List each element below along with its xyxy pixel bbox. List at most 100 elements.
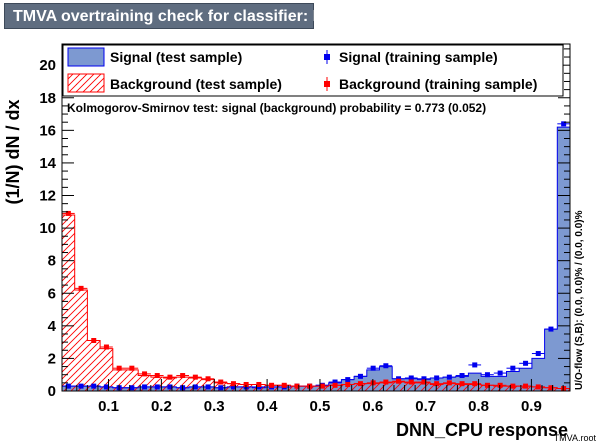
background-train-point bbox=[472, 381, 478, 387]
y-tick-label: 2 bbox=[48, 350, 56, 367]
signal-train-point bbox=[154, 384, 160, 390]
x-tick-label: 0.8 bbox=[468, 398, 489, 415]
legend-marker-background-train bbox=[324, 81, 330, 87]
y-tick-label: 6 bbox=[48, 285, 56, 302]
background-train-point bbox=[167, 374, 173, 380]
signal-train-point bbox=[510, 365, 516, 371]
background-train-point bbox=[319, 383, 325, 389]
background-train-point bbox=[357, 381, 363, 387]
y-tick-label: 0 bbox=[48, 383, 56, 400]
background-train-point bbox=[561, 386, 567, 392]
legend-label-background-test: Background (test sample) bbox=[110, 76, 282, 92]
background-train-point bbox=[523, 383, 529, 389]
background-train-point bbox=[484, 382, 490, 388]
signal-train-point bbox=[497, 370, 503, 376]
legend-label-signal-train: Signal (training sample) bbox=[339, 49, 498, 65]
signal-train-point bbox=[142, 384, 148, 390]
y-tick-label: 12 bbox=[39, 188, 56, 205]
signal-train-point bbox=[548, 326, 554, 332]
background-train-point bbox=[218, 379, 224, 385]
background-train-point bbox=[548, 385, 554, 391]
signal-train-point bbox=[345, 377, 351, 383]
background-train-point bbox=[65, 210, 71, 216]
background-train-point bbox=[129, 365, 135, 371]
signal-train-point bbox=[230, 384, 236, 390]
y-tick-label: 16 bbox=[39, 122, 56, 139]
background-train-point bbox=[446, 380, 452, 386]
data-points-layer bbox=[62, 121, 570, 392]
background-train-point bbox=[281, 382, 287, 388]
background-train-point bbox=[78, 285, 84, 291]
background-train-point bbox=[421, 379, 427, 385]
signal-train-point bbox=[561, 121, 567, 127]
x-tick-label: 0.3 bbox=[204, 398, 225, 415]
background-train-point bbox=[91, 337, 97, 343]
signal-train-point bbox=[78, 383, 84, 389]
background-train-point bbox=[332, 382, 338, 388]
legend-swatch-background-test bbox=[67, 73, 105, 93]
y-tick-label: 18 bbox=[39, 90, 56, 107]
signal-train-point bbox=[446, 374, 452, 380]
background-train-point bbox=[294, 383, 300, 389]
legend-swatch-signal-test bbox=[67, 47, 105, 67]
signal-train-point bbox=[205, 384, 211, 390]
background-train-point bbox=[205, 376, 211, 382]
signal-train-point bbox=[370, 365, 376, 371]
background-train-point bbox=[269, 382, 275, 388]
signal-train-point bbox=[383, 363, 389, 369]
background-train-point bbox=[256, 381, 262, 387]
legend-label-signal-test: Signal (test sample) bbox=[110, 49, 242, 65]
x-tick-label: 0.2 bbox=[151, 398, 172, 415]
background-train-point bbox=[180, 373, 186, 379]
background-train-point bbox=[230, 381, 236, 387]
y-tick-label: 20 bbox=[39, 57, 56, 74]
signal-train-point bbox=[192, 384, 198, 390]
chart-title: TMVA overtraining check for classifier: … bbox=[4, 3, 390, 29]
plot-border bbox=[61, 43, 571, 392]
background-train-point bbox=[243, 381, 249, 387]
background-train-point bbox=[459, 381, 465, 387]
y-tick-label: 8 bbox=[48, 253, 56, 270]
background-train-point bbox=[535, 384, 541, 390]
background-train-point bbox=[434, 381, 440, 387]
signal-train-point bbox=[408, 375, 414, 381]
y-axis-title: (1/N) dN / dx bbox=[3, 99, 23, 204]
signal-train-point bbox=[129, 385, 135, 391]
y-tick-label: 10 bbox=[39, 220, 56, 237]
signal-train-point bbox=[434, 375, 440, 381]
legend: Signal (test sample) Background (test sa… bbox=[62, 44, 564, 97]
y-tick-label: 4 bbox=[48, 318, 57, 335]
signal-train-point bbox=[421, 376, 427, 382]
signal-train-point bbox=[65, 383, 71, 389]
signal-train-point bbox=[91, 383, 97, 389]
background-train-point bbox=[345, 381, 351, 387]
x-tick-label: 0.4 bbox=[257, 398, 279, 415]
x-tick-label: 0.6 bbox=[362, 398, 383, 415]
signal-train-point bbox=[218, 385, 224, 391]
file-footer: TMVA.root bbox=[554, 433, 597, 443]
ks-test-text: Kolmogorov-Smirnov test: signal (backgro… bbox=[67, 101, 486, 115]
background-train-point bbox=[383, 379, 389, 385]
background-train-point bbox=[192, 374, 198, 380]
background-train-point bbox=[116, 365, 122, 371]
background-train-point bbox=[510, 383, 516, 389]
signal-train-point bbox=[523, 360, 529, 366]
x-tick-label: 0.5 bbox=[310, 398, 331, 415]
x-tick-label: 0.1 bbox=[98, 398, 119, 415]
x-tick-label: 0.9 bbox=[521, 398, 542, 415]
signal-train-point bbox=[357, 373, 363, 379]
signal-train-point bbox=[472, 362, 478, 368]
background-train-point bbox=[103, 344, 109, 350]
signal-train-point bbox=[103, 384, 109, 390]
background-train-point bbox=[408, 379, 414, 385]
signal-train-point bbox=[332, 379, 338, 385]
signal-train-point bbox=[459, 373, 465, 379]
background-train-point bbox=[142, 371, 148, 377]
signal-train-point bbox=[535, 351, 541, 357]
background-train-point bbox=[396, 378, 402, 384]
x-tick-label: 0.7 bbox=[415, 398, 436, 415]
legend-label-background-train: Background (training sample) bbox=[339, 76, 537, 92]
x-axis-title: DNN_CPU response bbox=[396, 420, 568, 440]
y-tick-label: 14 bbox=[39, 155, 56, 172]
